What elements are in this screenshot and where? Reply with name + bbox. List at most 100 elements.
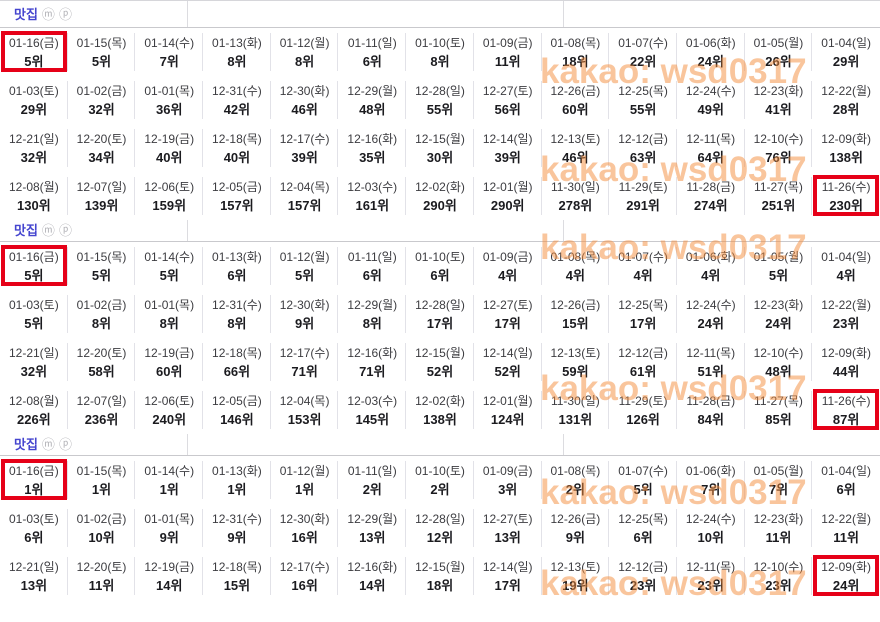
rank-cell: 01-01(목) 36위 — [135, 76, 203, 124]
cell-date: 12-04(목) — [279, 394, 330, 408]
header-divider — [187, 220, 188, 241]
rank-cell: 12-31(수) 8위 — [203, 290, 271, 338]
rank-cell: 12-15(월) 52위 — [406, 338, 474, 386]
rank-cell: 12-11(목) 23위 — [677, 552, 745, 600]
cell-date: 12-24(수) — [685, 512, 736, 526]
cell-date: 12-10(수) — [753, 560, 804, 574]
cell-rank: 51위 — [697, 364, 724, 379]
rank-cell: 12-06(토) 240위 — [135, 386, 203, 434]
m-badge-icon[interactable]: ⓜ — [41, 223, 55, 238]
cell-date: 12-19(금) — [144, 132, 195, 146]
cell-rank: 48위 — [765, 364, 792, 379]
cell-date: 01-07(수) — [618, 36, 668, 50]
p-badge-icon[interactable]: ⓟ — [58, 437, 72, 452]
rank-cell: 12-20(토) 34위 — [68, 124, 136, 172]
rank-cell: 01-09(금) 3위 — [474, 456, 542, 504]
cell-rank: 11위 — [765, 530, 792, 545]
m-badge-icon[interactable]: ⓜ — [41, 6, 55, 22]
cell-rank: 278위 — [558, 198, 593, 213]
keyword-link[interactable]: 맛집 — [14, 6, 38, 22]
rank-cell: 12-28(일) 12위 — [406, 504, 474, 552]
rank-cell: 12-02(화) 138위 — [406, 386, 474, 434]
cell-date: 12-18(목) — [212, 132, 262, 146]
cell-date: 12-31(수) — [212, 84, 262, 98]
rank-cell: 12-21(일) 32위 — [0, 124, 68, 172]
rank-cell-highlighted: 11-26(수) 87위 — [812, 386, 880, 434]
rank-cell: 12-29(월) 8위 — [338, 290, 406, 338]
cell-rank: 290위 — [490, 198, 525, 213]
rank-cell: 01-02(금) 8위 — [68, 290, 136, 338]
p-badge-icon[interactable]: ⓟ — [58, 6, 72, 22]
p-badge-icon[interactable]: ⓟ — [58, 223, 72, 238]
cell-date: 12-01(월) — [482, 180, 533, 194]
cell-date: 12-17(수) — [279, 560, 330, 574]
cell-date: 12-02(화) — [415, 180, 465, 194]
rank-cell: 01-10(토) 8위 — [406, 28, 474, 76]
rank-cell: 01-07(수) 4위 — [609, 242, 677, 290]
cell-rank: 159위 — [152, 198, 187, 213]
cell-date: 12-26(금) — [550, 298, 601, 312]
cell-rank: 124위 — [490, 412, 525, 427]
cell-rank: 1위 — [295, 482, 315, 497]
cell-date: 12-29(월) — [347, 512, 398, 526]
keyword-link[interactable]: 맛집 — [14, 223, 38, 238]
cell-date: 01-08(목) — [550, 36, 601, 50]
rank-cell: 12-30(화) 9위 — [271, 290, 339, 338]
rank-cell: 12-09(화) 44위 — [812, 338, 880, 386]
cell-rank: 46위 — [291, 102, 318, 117]
cell-rank: 13위 — [359, 530, 386, 545]
rank-cell: 01-04(일) 6위 — [812, 456, 880, 504]
rank-cell: 12-25(목) 17위 — [609, 290, 677, 338]
rank-cell: 01-06(화) 7위 — [677, 456, 745, 504]
rank-cell: 12-12(금) 63위 — [609, 124, 677, 172]
header-divider — [187, 434, 188, 455]
cell-rank: 230위 — [829, 198, 863, 213]
cell-date: 01-08(목) — [550, 464, 601, 478]
cell-rank: 6위 — [362, 54, 382, 69]
cell-rank: 6위 — [362, 268, 382, 283]
cell-rank: 157위 — [220, 198, 254, 213]
rank-cell: 12-28(일) 17위 — [406, 290, 474, 338]
cell-rank: 4위 — [701, 268, 721, 283]
rank-cell: 12-03(수) 145위 — [338, 386, 406, 434]
cell-rank: 55위 — [629, 102, 657, 117]
rank-cell: 12-10(수) 48위 — [745, 338, 813, 386]
rank-cell: 12-28(일) 55위 — [406, 76, 474, 124]
cell-date: 01-14(수) — [144, 36, 195, 50]
cell-date: 12-11(목) — [686, 560, 736, 574]
rank-table-section: 맛집 ⓜ ⓟ 01-16(금) 1위 01-15(목) 1위 01-14(수) 1위 01-13(… — [0, 434, 880, 600]
cell-date: 01-04(일) — [821, 250, 871, 264]
cell-date: 01-04(일) — [821, 36, 871, 50]
cell-date: 01-12(월) — [279, 250, 330, 264]
cell-date: 12-20(토) — [76, 132, 127, 146]
cell-rank: 13위 — [494, 530, 521, 545]
rank-cell: 01-03(토) 29위 — [0, 76, 68, 124]
cell-date: 12-04(목) — [279, 180, 330, 194]
rank-cell: 12-27(토) 13위 — [474, 504, 542, 552]
keyword-link[interactable]: 맛집 — [14, 437, 38, 452]
m-badge-icon[interactable]: ⓜ — [41, 437, 55, 452]
cell-rank: 8위 — [91, 316, 112, 331]
cell-date: 11-26(수) — [821, 180, 871, 194]
cell-date: 12-21(일) — [8, 132, 59, 146]
cell-rank: 8위 — [159, 316, 179, 331]
cell-rank: 76위 — [765, 150, 792, 165]
cell-rank: 32위 — [88, 102, 115, 117]
rank-cell: 12-07(일) 236위 — [68, 386, 136, 434]
cell-rank: 274위 — [693, 198, 728, 213]
cell-rank: 139위 — [84, 198, 119, 213]
cell-date: 12-06(토) — [144, 180, 195, 194]
rank-cell: 12-29(월) 48위 — [338, 76, 406, 124]
cell-rank: 146위 — [220, 412, 254, 427]
rank-cell: 01-13(화) 8위 — [203, 28, 271, 76]
cell-rank: 8위 — [227, 54, 247, 69]
cell-date: 12-25(목) — [618, 84, 668, 98]
cell-date: 01-06(화) — [685, 36, 736, 50]
cell-date: 01-01(목) — [144, 512, 195, 526]
rank-cell: 12-10(수) 76위 — [745, 124, 813, 172]
rank-cell: 12-23(화) 24위 — [745, 290, 813, 338]
rank-table-section: 맛집 ⓜ ⓟ 01-16(금) 5위 01-15(목) 5위 01-14(수) 7위 01-13(… — [0, 0, 880, 220]
cell-rank: 9위 — [159, 530, 179, 545]
rank-cell: 12-30(화) 16위 — [271, 504, 339, 552]
